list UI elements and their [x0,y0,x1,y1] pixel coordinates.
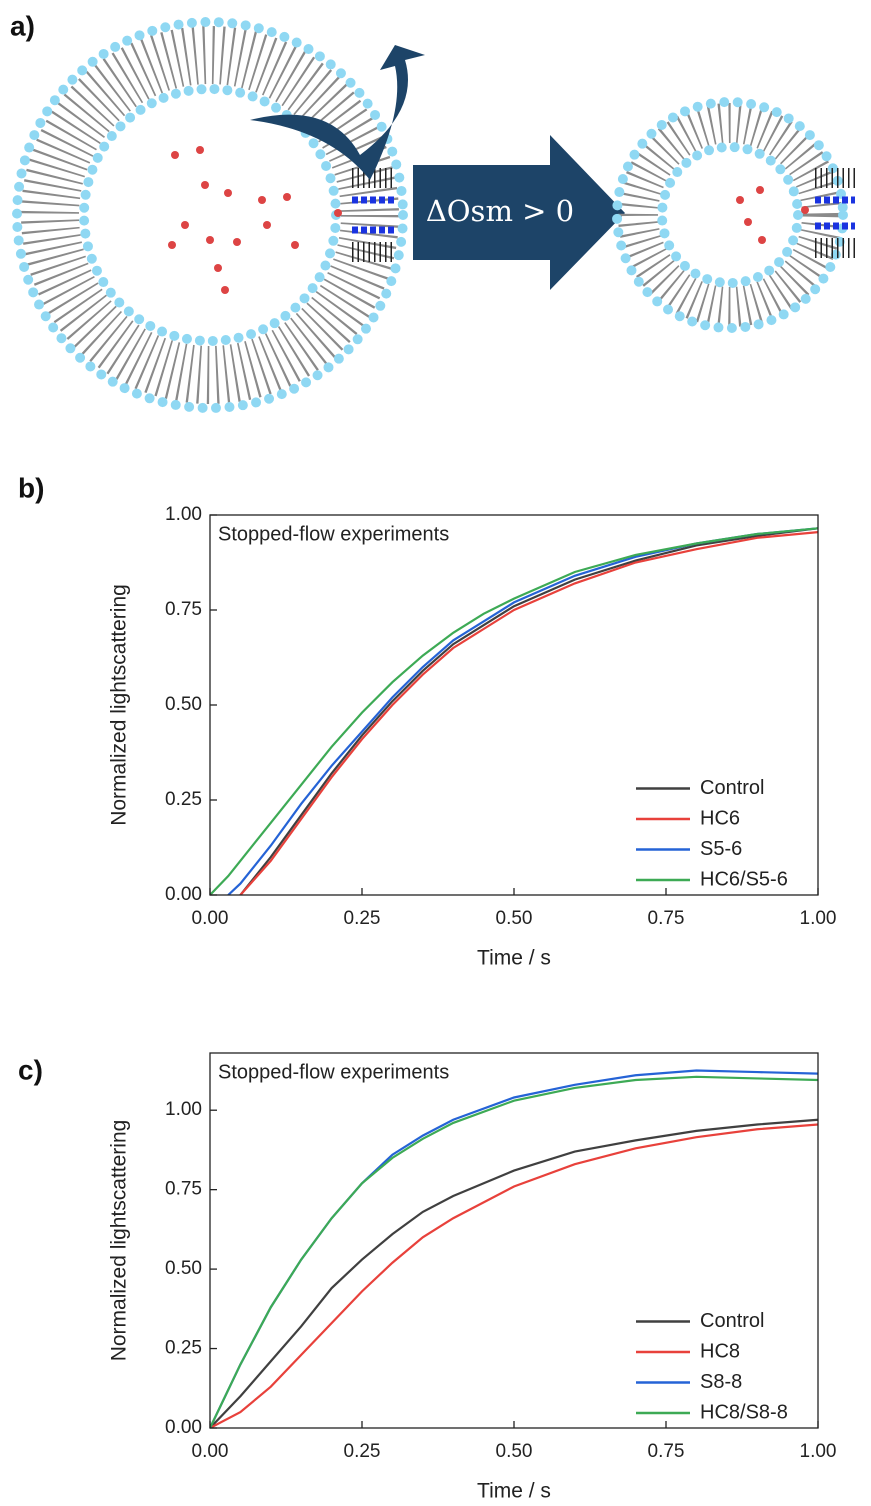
y-tick-label: 0.25 [165,789,202,810]
inner-heads [657,142,803,288]
water-molecules [736,186,809,244]
y-axis-label: Normalized lightscattering [108,1120,131,1362]
x-tick-label: 0.25 [344,1441,381,1462]
water-molecules [168,146,342,294]
x-tick-label: 0.00 [192,1441,229,1462]
x-tick-label: 0.00 [192,908,229,929]
x-axis-label: Time / s [477,1480,551,1503]
y-tick-label: 0.50 [165,694,202,715]
legend-label: S8-8 [700,1371,742,1393]
y-tick-label: 0.75 [165,1179,202,1200]
x-tick-label: 0.75 [648,1441,685,1462]
x-tick-label: 0.50 [496,1441,533,1462]
y-tick-label: 0.50 [165,1258,202,1279]
plot [210,527,818,895]
outer-heads [612,97,848,333]
legend-label: Control [700,1310,764,1332]
chart-title: Stopped-flow experiments [218,1061,449,1083]
legend-label: HC6/S5-6 [700,868,788,890]
series-line [239,531,818,895]
plot [210,1069,818,1428]
series-line [210,1118,818,1428]
panel-label: b) [18,472,44,503]
outer-heads [12,17,408,413]
series-line [210,1123,818,1428]
chart: c) 0.00 0.25 0.50 0.75 1.00 0.00 0.25 0.50 0.75 1.… [18,1052,837,1503]
y-axis-label: Normalized lightscattering [108,584,131,826]
y-tick-label: 1.00 [165,1099,202,1120]
y-tick-label: 1.00 [165,504,202,525]
big-arrow [413,135,625,290]
panel-label: c) [18,1054,43,1085]
lipid-tails [21,26,399,404]
x-axis-label: Time / s [477,947,551,970]
panel-label: a) [10,10,35,41]
y-tick-label: 0.25 [165,1338,202,1359]
x-tick-label: 1.00 [800,1441,837,1462]
x-tick-label: 0.75 [648,908,685,929]
chart: b) 0.00 0.25 0.50 0.75 1.00 0.00 0.25 0.50 0.75 1.… [18,472,836,969]
legend-label: S5-6 [700,838,742,860]
channel [352,168,395,262]
lipid-tails [618,103,842,327]
series-line [210,1075,818,1428]
arrow-text: ΔOsm > 0 [426,194,574,228]
x-tick-label: 1.00 [800,908,837,929]
x-tick-label: 0.25 [344,908,381,929]
series-line [210,527,818,895]
diagram: a) ΔOsm > 0 [10,10,855,413]
x-tick-label: 0.50 [496,908,533,929]
series-line [239,527,818,895]
y-tick-label: 0.75 [165,599,202,620]
y-tick-label: 0.00 [165,1417,202,1438]
chart-title: Stopped-flow experiments [218,523,449,545]
legend-label: HC8/S8-8 [700,1401,788,1423]
curved-arrow [250,45,425,180]
channel [815,168,855,258]
legend-label: Control [700,777,764,799]
legend-label: HC8 [700,1340,740,1362]
y-tick-label: 0.00 [165,884,202,905]
legend-label: HC6 [700,807,740,829]
